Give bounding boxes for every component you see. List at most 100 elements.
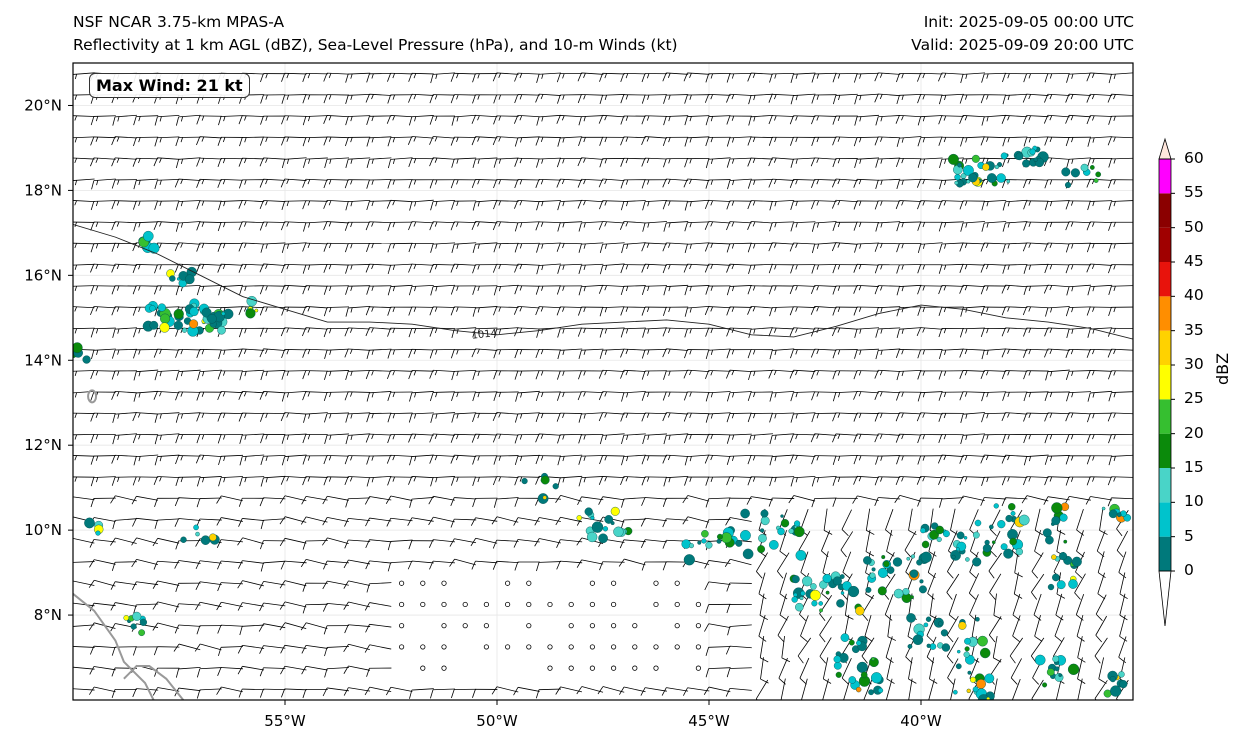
wind-barb-shaft xyxy=(687,495,710,502)
wind-barb-flag xyxy=(371,349,374,355)
calm-wind-circle xyxy=(483,601,489,608)
wind-barb-flag xyxy=(938,328,943,338)
wind-barb-flag xyxy=(1065,412,1070,422)
wind-barb-flag xyxy=(514,72,519,82)
wind-barb-flag xyxy=(180,222,184,228)
wind-barb-flag xyxy=(280,221,285,231)
wind-barb-flag xyxy=(753,392,756,398)
wind-barb-flag xyxy=(853,433,858,443)
wind-barb-flag xyxy=(795,370,798,376)
wind-barb-flag xyxy=(774,456,777,462)
wind-barb-flag xyxy=(413,264,417,270)
wind-barb-flag xyxy=(816,285,819,291)
wind-barb-shaft xyxy=(73,115,95,117)
wind-barb-flag xyxy=(1113,476,1116,482)
wind-barb-flag xyxy=(858,264,862,270)
wind-barb-flag xyxy=(853,455,858,465)
wind-barb-shaft xyxy=(778,657,788,679)
wind-barb-flag xyxy=(917,497,921,507)
wind-barb-shaft xyxy=(758,615,766,637)
wind-barb-flag xyxy=(811,455,815,465)
wind-barb-flag xyxy=(789,285,794,295)
wind-barb-flag xyxy=(647,222,650,228)
wind-barb-flag xyxy=(472,159,476,168)
wind-barb-flag xyxy=(646,73,650,79)
wind-barb-shaft xyxy=(348,497,371,500)
wind-barb-flag xyxy=(880,328,883,334)
echo-cell xyxy=(742,548,754,560)
wind-barb-flag xyxy=(323,115,328,124)
wind-barb-flag xyxy=(895,200,900,210)
wind-barb-flag xyxy=(307,73,311,79)
wind-barb-flag xyxy=(689,349,692,355)
wind-barb-shaft xyxy=(772,115,795,117)
wind-barb-flag xyxy=(175,583,179,592)
wind-barb-shaft xyxy=(73,602,95,607)
wind-barb-flag xyxy=(386,200,391,209)
calm-wind-circle xyxy=(526,623,532,629)
wind-barb-flag xyxy=(620,179,625,189)
wind-barb-flag xyxy=(428,516,434,526)
wind-barb-flag xyxy=(604,243,608,249)
wind-barb-flag xyxy=(386,455,391,464)
calm-wind-circle xyxy=(695,623,702,629)
wind-barb-flag xyxy=(1007,476,1010,482)
wind-barb-flag xyxy=(180,371,183,377)
wind-barb-flag xyxy=(450,455,455,464)
wind-barb-shaft xyxy=(984,370,1007,372)
wind-barb-flag xyxy=(471,115,476,124)
wind-barb-shaft xyxy=(348,72,371,75)
wind-barb-flag xyxy=(626,456,629,462)
wind-barb-flag xyxy=(260,520,264,530)
wind-barb-shaft xyxy=(411,497,434,500)
wind-barb-flag xyxy=(980,497,985,506)
wind-barb-flag xyxy=(519,434,523,440)
wind-barb-flag xyxy=(816,222,820,228)
wind-barb-flag xyxy=(1113,328,1116,334)
echo-cell xyxy=(143,230,154,242)
wind-barb-flag xyxy=(1108,116,1112,125)
wind-barb-flag xyxy=(286,349,289,355)
wind-barb-flag xyxy=(1044,434,1049,444)
wind-barb-flag xyxy=(768,285,773,295)
wind-barb-flag xyxy=(95,201,99,207)
wind-barb-flag xyxy=(732,137,735,143)
wind-barb-flag xyxy=(1119,635,1128,642)
calm-wind-circle xyxy=(483,623,489,629)
wind-barb-shaft xyxy=(284,94,307,96)
echo-cell xyxy=(892,557,903,567)
wind-barb-flag xyxy=(922,412,925,418)
wind-barb-flag xyxy=(434,328,438,334)
wind-barb-flag xyxy=(265,200,268,206)
wind-barb-shaft xyxy=(348,306,371,309)
echo-cell xyxy=(811,600,818,607)
wind-barb-flag xyxy=(111,667,116,677)
wind-barb-shaft xyxy=(560,539,583,543)
echo-cell xyxy=(847,585,860,598)
wind-barb-shaft xyxy=(1119,614,1126,637)
wind-barb-flag xyxy=(917,455,921,465)
calm-wind-circle xyxy=(610,623,617,629)
wind-barb-shaft xyxy=(797,637,812,657)
wind-barb-shaft xyxy=(432,306,456,308)
wind-barb-flag xyxy=(540,413,544,419)
wind-barb-flag xyxy=(540,137,544,142)
wind-barb-shaft xyxy=(814,285,837,287)
wind-barb-shaft xyxy=(136,264,159,266)
wind-barb-flag xyxy=(408,158,413,167)
wind-barb-flag xyxy=(519,73,523,79)
wind-barb-flag xyxy=(302,200,307,210)
wind-barb-flag xyxy=(625,413,629,418)
wind-barb-flag xyxy=(281,456,286,466)
wind-barb-flag xyxy=(223,201,226,207)
wind-barb-shaft xyxy=(644,497,668,500)
wind-barb-flag xyxy=(950,529,959,536)
wind-barb-shaft xyxy=(284,537,307,544)
wind-barb-flag xyxy=(1007,137,1010,143)
wind-barb-shaft xyxy=(73,178,95,181)
wind-barb-flag xyxy=(853,370,858,380)
wind-barb-shaft xyxy=(178,391,201,393)
wind-barb-flag xyxy=(260,243,264,253)
echo-cell xyxy=(848,639,855,646)
colorbar-tick-label: 15 xyxy=(1184,458,1204,476)
